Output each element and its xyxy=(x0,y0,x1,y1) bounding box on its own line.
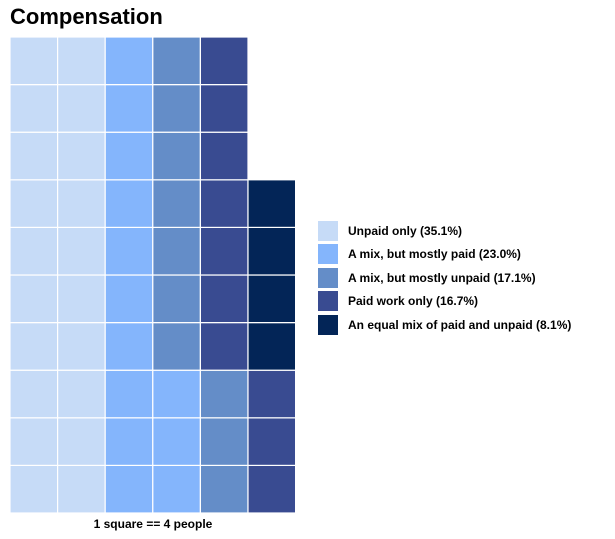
chart-title: Compensation xyxy=(10,4,163,29)
legend-label: A mix, but mostly paid (23.0%) xyxy=(348,247,521,262)
waffle-square xyxy=(199,322,249,371)
waffle-square xyxy=(9,322,59,371)
waffle-square xyxy=(56,417,106,466)
waffle-square xyxy=(56,131,106,181)
waffle-square xyxy=(56,83,106,133)
waffle-square xyxy=(152,464,202,514)
waffle-square xyxy=(199,226,249,276)
waffle-square xyxy=(247,226,297,276)
waffle-square xyxy=(104,226,154,276)
waffle-square xyxy=(199,417,249,466)
waffle-square xyxy=(152,131,202,181)
waffle-square xyxy=(199,464,249,514)
waffle-square xyxy=(9,369,59,419)
waffle-square xyxy=(9,131,59,181)
waffle-square xyxy=(9,179,59,229)
waffle-square xyxy=(104,369,154,419)
waffle-square xyxy=(199,131,249,181)
waffle-square xyxy=(56,322,106,371)
waffle-square xyxy=(9,464,59,514)
legend-swatch xyxy=(318,220,338,241)
waffle-square xyxy=(104,83,154,133)
legend-item: Paid work only (16.7%) xyxy=(318,290,571,314)
waffle-square xyxy=(199,369,249,419)
waffle-square xyxy=(56,226,106,276)
waffle-square xyxy=(9,417,59,466)
waffle-square xyxy=(104,322,154,371)
waffle-square xyxy=(152,226,202,276)
waffle-square xyxy=(104,131,154,181)
waffle-square xyxy=(56,36,106,86)
waffle-square xyxy=(247,322,297,371)
legend-label: An equal mix of paid and unpaid (8.1%) xyxy=(348,317,572,332)
waffle-square xyxy=(56,464,106,514)
legend-item: Unpaid only (35.1%) xyxy=(318,219,571,243)
waffle-square xyxy=(152,274,202,324)
legend-swatch xyxy=(318,267,338,288)
waffle-square xyxy=(56,274,106,324)
waffle-square xyxy=(56,369,106,419)
waffle-square xyxy=(247,464,297,514)
waffle-square xyxy=(9,83,59,133)
waffle-square xyxy=(104,274,154,324)
waffle-square xyxy=(152,83,202,133)
waffle-square xyxy=(152,36,202,86)
legend-item: A mix, but mostly paid (23.0%) xyxy=(318,243,571,267)
waffle-square xyxy=(199,36,249,86)
legend-swatch xyxy=(318,244,338,265)
waffle-square xyxy=(56,179,106,229)
waffle-square xyxy=(104,464,154,514)
waffle-square xyxy=(104,417,154,466)
legend-swatch xyxy=(318,314,338,335)
waffle-square xyxy=(199,179,249,229)
legend-label: Paid work only (16.7%) xyxy=(348,294,479,309)
legend-label: Unpaid only (35.1%) xyxy=(348,223,463,238)
waffle-square xyxy=(104,36,154,86)
waffle-square xyxy=(9,274,59,324)
waffle-square xyxy=(199,274,249,324)
legend-swatch xyxy=(318,291,338,312)
waffle-square xyxy=(247,369,297,419)
legend-label: A mix, but mostly unpaid (17.1%) xyxy=(348,270,536,285)
waffle-square xyxy=(104,179,154,229)
waffle-square xyxy=(247,274,297,324)
waffle-square xyxy=(247,417,297,466)
waffle-square xyxy=(152,417,202,466)
waffle-square xyxy=(199,83,249,133)
waffle-square xyxy=(152,322,202,371)
legend-item: A mix, but mostly unpaid (17.1%) xyxy=(318,266,571,290)
chart-caption: 1 square == 4 people xyxy=(93,517,213,531)
legend-item: An equal mix of paid and unpaid (8.1%) xyxy=(318,313,571,337)
legend: Unpaid only (35.1%) A mix, but mostly pai… xyxy=(318,219,571,337)
waffle-square xyxy=(152,369,202,419)
waffle-square xyxy=(247,179,297,229)
waffle-square xyxy=(9,36,59,86)
waffle-square xyxy=(152,179,202,229)
waffle-square xyxy=(9,226,59,276)
